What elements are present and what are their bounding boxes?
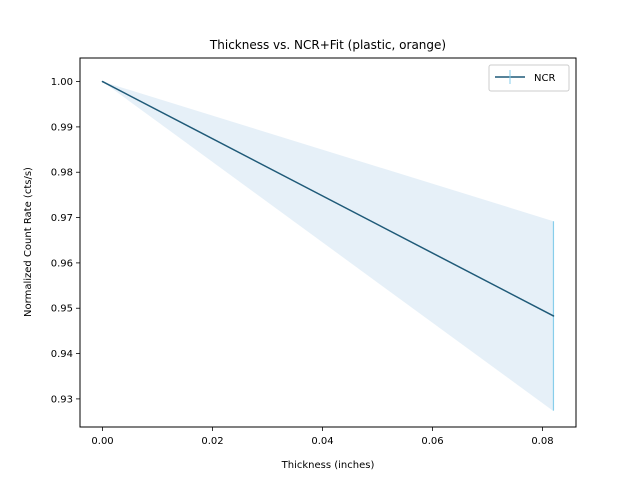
x-tick-label-2: 0.04 [311,436,333,447]
x-tick-label-3: 0.06 [421,436,443,447]
y-tick-label-6: 0.99 [51,122,73,133]
y-tick-label-7: 1.00 [51,77,73,88]
y-axis: 0.93 0.94 0.95 0.96 0.97 0.98 0.99 1.00 [51,77,80,405]
data-point-0-1 [552,315,555,317]
y-tick-label-3: 0.96 [51,258,73,269]
axes-frame [79,57,577,428]
legend-label-ncr: NCR [534,73,555,84]
fit-band [102,81,554,412]
x-axis: 0.00 0.02 0.04 0.06 0.08 [91,427,554,447]
y-tick-label-0: 0.93 [51,394,73,405]
x-axis-label: Thickness (inches) [281,460,375,471]
legend: NCR [488,64,570,92]
x-tick-label-4: 0.08 [531,436,553,447]
x-tick-label-0: 0.00 [91,436,113,447]
plot-area [101,80,555,412]
y-tick-label-1: 0.94 [51,349,73,360]
y-tick-label-4: 0.97 [51,213,73,224]
y-tick-label-5: 0.98 [51,168,73,179]
series-line-0 [102,80,554,317]
y-axis-label: Normalized Count Rate (cts/s) [23,167,34,317]
y-tick-label-2: 0.95 [51,304,73,315]
x-tick-label-1: 0.02 [201,436,223,447]
data-point-0-0 [101,80,104,83]
chart-title: Thickness vs. NCR+Fit (plastic, orange) [209,38,446,52]
legend-box [488,64,570,92]
